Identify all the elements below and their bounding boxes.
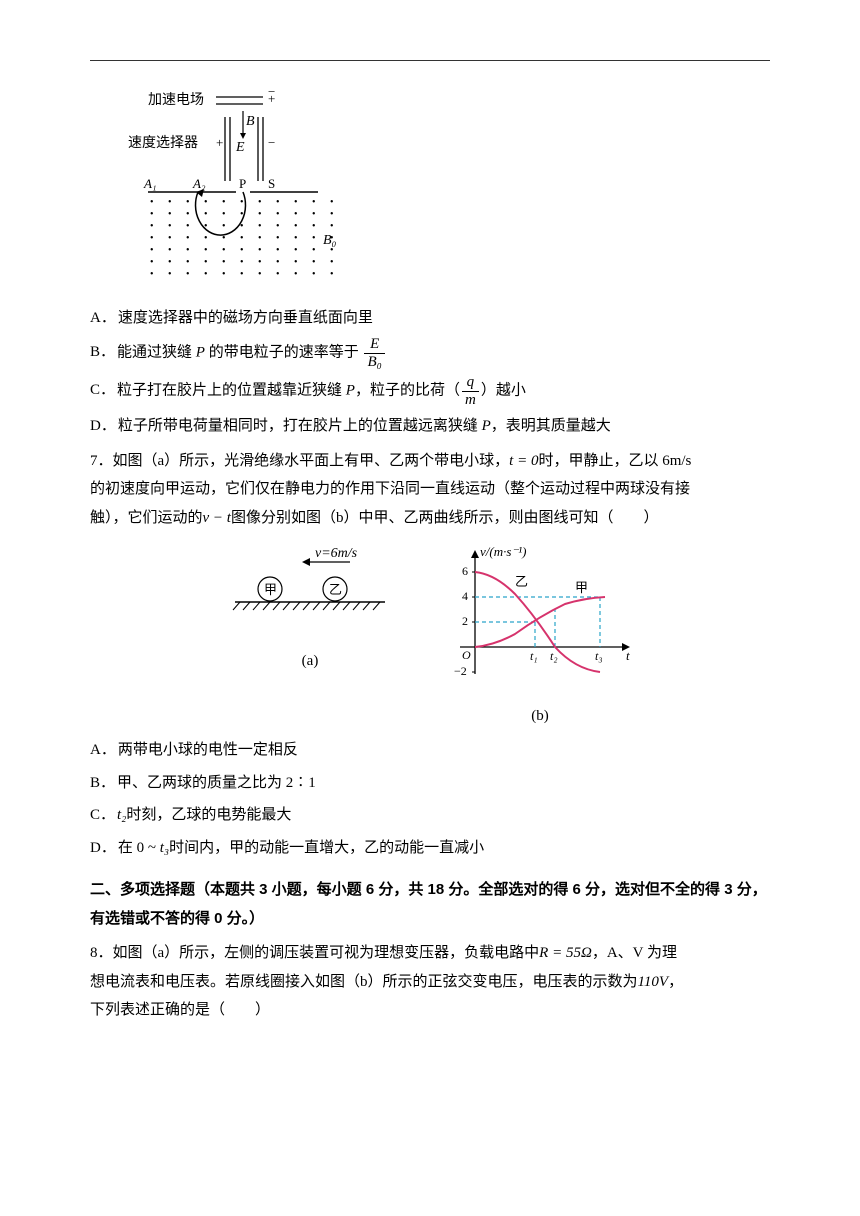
option-d: D．粒子所带电荷量相同时，打在胶片上的位置越远离狭缝 P，表明其质量越大: [90, 412, 770, 441]
svg-text:S: S: [268, 176, 275, 191]
svg-text:2: 2: [462, 614, 468, 628]
q7-figures: v=6m/s 甲 乙 (a): [90, 544, 770, 730]
svg-text:加速电场: 加速电场: [148, 92, 204, 108]
svg-text:4: 4: [462, 589, 468, 603]
svg-text:+: +: [216, 135, 223, 150]
svg-text:P: P: [239, 176, 246, 191]
svg-text:−: −: [268, 89, 275, 99]
svg-text:• • • • • • • • • • • • •: • • • • • • • • • • • • •: [150, 245, 338, 256]
svg-text:• • • • • • • • • • • • •: • • • • • • • • • • • • •: [150, 269, 338, 280]
svg-text:−2: −2: [454, 664, 467, 678]
option-a: A．速度选择器中的磁场方向垂直纸面向里: [90, 304, 770, 333]
q7-option-b: B．甲、乙两球的质量之比为 2∶1: [90, 769, 770, 798]
svg-text:t: t: [626, 648, 630, 663]
svg-text:• • • • • • • • • • • • •: • • • • • • • • • • • • •: [150, 197, 338, 208]
option-c: C．粒子打在胶片上的位置越靠近狭缝 P，粒子的比荷（qm）越小: [90, 374, 770, 408]
svg-text:B₀: B₀: [323, 233, 337, 248]
question-7: 7．如图（a）所示，光滑绝缘水平面上有甲、乙两个带电小球，t = 0时，甲静止，…: [90, 447, 770, 533]
svg-text:• • • • • • • • • • • • •: • • • • • • • • • • • • •: [150, 221, 338, 232]
q7-option-a: A．两带电小球的电性一定相反: [90, 736, 770, 765]
svg-text:t₁: t₁: [530, 649, 538, 663]
svg-text:−: −: [268, 135, 275, 150]
q7-option-d: D．在 0 ~ t₃时间内，甲的动能一直增大，乙的动能一直减小: [90, 834, 770, 863]
svg-text:• • • • • • • • • • • • •: • • • • • • • • • • • • •: [150, 233, 338, 244]
svg-text:甲: 甲: [264, 582, 277, 597]
svg-text:速度选择器: 速度选择器: [128, 135, 198, 151]
top-rule: [90, 60, 770, 61]
svg-text:乙: 乙: [329, 582, 342, 597]
mass-spectrometer-figure: + − 加速电场 + − 速度选择器 E B A₁ A₂ P S • • • •…: [108, 89, 770, 300]
svg-text:O: O: [462, 648, 471, 662]
svg-text:A₂: A₂: [192, 176, 206, 191]
question-8: 8．如图（a）所示，左侧的调压装置可视为理想变压器，负载电路中R = 55Ω，A…: [90, 939, 770, 1025]
svg-text:甲: 甲: [575, 580, 588, 595]
svg-text:v=6m/s: v=6m/s: [315, 546, 358, 561]
option-b: B．能通过狭缝 P 的带电粒子的速率等于 EB₀: [90, 336, 770, 370]
svg-text:• • • • • • • • • • • • •: • • • • • • • • • • • • •: [150, 257, 338, 268]
svg-text:乙: 乙: [515, 574, 528, 589]
svg-text:t₃: t₃: [595, 649, 603, 663]
svg-text:A₁: A₁: [143, 176, 156, 191]
q7-option-c: C．t₂时刻，乙球的电势能最大: [90, 801, 770, 830]
svg-text:6: 6: [462, 564, 468, 578]
svg-text:v/(m·s⁻¹): v/(m·s⁻¹): [480, 544, 527, 559]
section-2-title: 二、多项选择题（本题共 3 小题，每小题 6 分，共 18 分。全部选对的得 6…: [90, 876, 770, 933]
svg-text:E: E: [235, 140, 245, 155]
svg-text:t₂: t₂: [550, 649, 558, 663]
svg-text:B: B: [246, 114, 255, 129]
